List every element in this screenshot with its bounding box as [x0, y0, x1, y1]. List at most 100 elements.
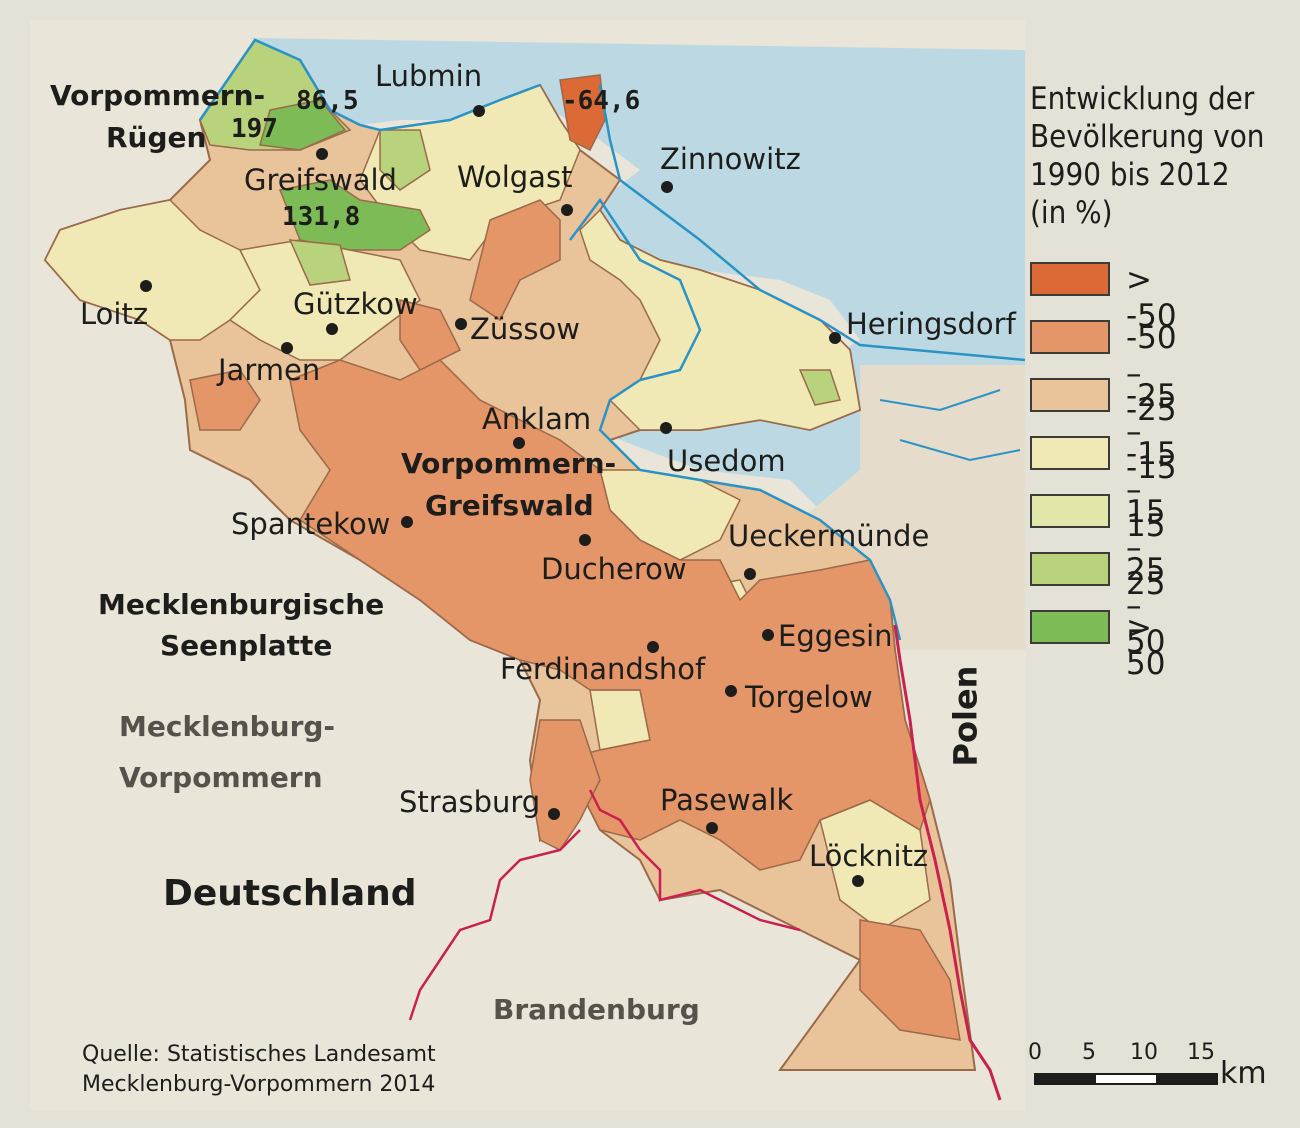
lagoon-inner — [879, 389, 1021, 462]
place-label-loitz: Loitz — [80, 297, 149, 331]
place-dot-eggesin — [762, 629, 774, 641]
legend-swatch — [1030, 262, 1110, 296]
region-label-seenplatte-2: Seenplatte — [160, 629, 333, 662]
legend: Entwicklung der Bevölkerung von 1990 bis… — [1030, 80, 1290, 682]
place-label-ferdinandshof: Ferdinandshof — [500, 652, 706, 686]
national-border — [893, 624, 1002, 1101]
value-label-131-8: 131,8 — [282, 202, 361, 232]
place-dot-loecknitz — [852, 875, 864, 887]
place-dot-anklam — [513, 437, 525, 449]
scale-unit: km — [1220, 1056, 1267, 1091]
place-label-heringsdorf: Heringsdorf — [846, 307, 1016, 341]
value-label-86-5: 86,5 — [296, 86, 359, 116]
district-green-coast — [379, 129, 431, 191]
legend-title-line-1: Entwicklung der — [1030, 81, 1255, 117]
legend-title-line-3: 1990 bis 2012 — [1030, 157, 1230, 193]
legend-label: > 50 — [1126, 610, 1166, 682]
district-green-ruegen-strong — [259, 99, 347, 151]
district-green-usedom — [798, 369, 841, 406]
place-dot-wolgast — [561, 204, 573, 216]
source-line-1: Quelle: Statistisches Landesamt — [82, 1042, 436, 1067]
district-yellow-ferd — [589, 689, 651, 751]
place-dot-strasburg — [548, 808, 560, 820]
place-label-lubmin: Lubmin — [375, 59, 483, 93]
legend-title-line-2: Bevölkerung von — [1030, 119, 1265, 155]
legend-swatch — [1030, 378, 1110, 412]
place-dot-greifswald — [316, 148, 328, 160]
place-dot-zuessow — [455, 318, 467, 330]
place-label-pasewalk: Pasewalk — [660, 783, 794, 817]
scale-tick-15: 15 — [1187, 1040, 1215, 1065]
place-label-zinnowitz: Zinnowitz — [660, 142, 801, 176]
legend-swatch — [1030, 552, 1110, 586]
district-green-greifswald-2 — [288, 239, 351, 286]
place-dot-lubmin — [473, 105, 485, 117]
legend-swatch — [1030, 610, 1110, 644]
district-orange-south — [859, 919, 961, 1041]
place-label-guetzkow: Gützkow — [293, 287, 418, 321]
place-dot-guetzkow — [326, 323, 338, 335]
scale-tick-0: 0 — [1028, 1040, 1042, 1065]
source-note: Quelle: Statistisches Landesamt Mecklenb… — [82, 1040, 436, 1100]
legend-label: 25 – 50 — [1126, 552, 1166, 660]
legend-label: > -50 — [1126, 262, 1177, 334]
legend-label: 15 – 25 — [1126, 494, 1166, 602]
legend-swatch — [1030, 320, 1110, 354]
district-red-peenemuende — [559, 74, 606, 152]
place-dot-spantekow — [401, 516, 413, 528]
place-label-ducherow: Ducherow — [541, 552, 687, 586]
scale-tick-5: 5 — [1082, 1040, 1096, 1065]
source-line-2: Mecklenburg-Vorpommern 2014 — [82, 1072, 436, 1097]
country-label-deutschland: Deutschland — [163, 873, 417, 914]
place-dot-usedom — [660, 422, 672, 434]
place-label-strasburg: Strasburg — [399, 785, 541, 819]
place-dot-ducherow — [579, 534, 591, 546]
region-label-vorpommern-greifswald-2: Greifswald — [425, 489, 594, 522]
place-dot-jarmen — [281, 342, 293, 354]
place-dot-zinnowitz — [661, 181, 673, 193]
place-label-usedom: Usedom — [667, 444, 786, 478]
region-label-vorpommern-ruegen-2: Rügen — [106, 121, 207, 154]
state-border — [408, 789, 801, 1021]
value-label-minus-64-6: -64,6 — [562, 86, 641, 116]
scale-tick-10: 10 — [1130, 1040, 1158, 1065]
region-label-vorpommern-ruegen-1: Vorpommern- — [50, 79, 266, 112]
legend-label: -15 – 15 — [1126, 436, 1177, 544]
legend-label: -50 – -25 — [1126, 320, 1177, 428]
place-dot-torgelow — [725, 685, 737, 697]
place-dot-ueckermuende — [744, 568, 756, 580]
place-label-jarmen: Jarmen — [218, 353, 321, 387]
legend-swatch — [1030, 494, 1110, 528]
district-orange-strasburg — [529, 719, 601, 851]
place-dot-loitz — [140, 280, 152, 292]
district-orange-guetzkow — [399, 299, 462, 371]
legend-title-line-4: (in %) — [1030, 195, 1113, 231]
place-label-anklam: Anklam — [482, 402, 592, 436]
place-label-ueckermuende: Ueckermünde — [728, 519, 930, 553]
scale-bar-graphic — [1034, 1073, 1218, 1085]
region-label-mv-2: Vorpommern — [119, 761, 323, 794]
value-label-197: 197 — [231, 114, 278, 144]
place-label-wolgast: Wolgast — [457, 160, 573, 194]
country-label-polen: Polen — [946, 665, 985, 767]
district-orange-jarmen — [189, 369, 261, 431]
place-dot-pasewalk — [706, 822, 718, 834]
legend-label: -25 – -15 — [1126, 378, 1177, 486]
scale-bar: 0 5 10 15 km — [1024, 1040, 1284, 1091]
state-label-brandenburg: Brandenburg — [493, 993, 700, 1026]
place-label-torgelow: Torgelow — [745, 680, 873, 714]
place-label-zuessow: Züssow — [470, 312, 580, 346]
region-label-seenplatte-1: Mecklenburgische — [98, 588, 385, 621]
place-label-loecknitz: Löcknitz — [809, 839, 929, 873]
place-label-greifswald: Greifswald — [244, 163, 397, 197]
place-label-eggesin: Eggesin — [778, 619, 893, 653]
region-label-vorpommern-greifswald-1: Vorpommern- — [401, 447, 617, 480]
district-orange-wolgast — [469, 199, 561, 322]
district-orange-anklam — [289, 359, 931, 871]
legend-swatch — [1030, 436, 1110, 470]
legend-title: Entwicklung der Bevölkerung von 1990 bis… — [1030, 80, 1290, 232]
place-dot-ferdinandshof — [647, 641, 659, 653]
lagoon-coastline — [569, 197, 902, 641]
